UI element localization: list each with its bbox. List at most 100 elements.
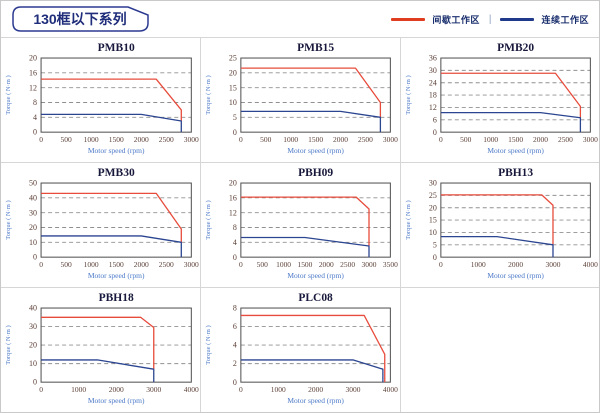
x-tick-label: 500 [460, 135, 471, 144]
y-tick-label: 0 [33, 253, 37, 262]
x-tick-label: 3000 [146, 386, 161, 395]
chart-cell-pbh09: PBH09 0 4 8 12 16 20 0 500 1000 1500 2000 2500 3000 35… [200, 162, 400, 288]
chart-pmb15: PMB15 0 5 10 15 20 25 0 500 1000 1500 2000 2500 3000 T… [205, 42, 398, 155]
page-title: 130框以下系列 [33, 11, 126, 27]
legend-continuous-label: 连续工作区 [541, 14, 589, 25]
chart-title: PMB30 [98, 167, 135, 179]
y-axis-label: Torque ( N·m ) [205, 75, 212, 114]
x-tick-label: 2000 [533, 135, 548, 144]
x-tick-label: 1500 [109, 260, 124, 269]
y-tick-label: 0 [433, 253, 437, 262]
y-tick-label: 30 [429, 66, 437, 75]
y-tick-label: 2 [233, 360, 237, 369]
y-tick-label: 24 [429, 78, 437, 87]
axis-box [240, 57, 392, 133]
series-continuous [41, 235, 182, 258]
x-axis-label: Motor speed (rpm) [288, 271, 345, 280]
legend: 间歇工作区 | 连续工作区 [391, 13, 589, 26]
x-tick-label: 3000 [362, 260, 377, 269]
x-tick-label: 500 [261, 135, 272, 144]
y-tick-label: 18 [429, 91, 437, 100]
x-tick-label: 4000 [383, 386, 398, 395]
x-tick-label: 1500 [109, 135, 124, 144]
chart-cell-pbh18: PBH18 0 10 20 30 40 0 1000 2000 3000 4000 Torque ( … [1, 287, 201, 412]
x-tick-label: 500 [257, 260, 268, 269]
x-tick-label: 3000 [583, 135, 598, 144]
chart-pbh18: PBH18 0 10 20 30 40 0 1000 2000 3000 4000 Torque ( … [5, 292, 199, 405]
y-axis-label: Torque ( N·m ) [205, 201, 212, 240]
y-tick-label: 6 [233, 323, 237, 332]
chart-cell-pmb10: PMB10 0 4 8 12 16 20 0 500 1000 1500 2000 2500 3000 To… [1, 37, 201, 162]
y-tick-label: 20 [29, 223, 37, 232]
y-tick-label: 20 [29, 341, 37, 350]
chart-title: PBH18 [99, 292, 134, 304]
chart-plc08: PLC08 0 2 4 6 8 0 1000 2000 3000 4000 Torque ( N·m … [205, 292, 398, 405]
y-tick-label: 12 [429, 103, 437, 112]
x-tick-label: 4000 [583, 260, 598, 269]
y-tick-label: 30 [29, 208, 37, 217]
y-tick-label: 4 [33, 113, 37, 122]
x-tick-label: 1000 [276, 260, 291, 269]
x-axis-label: Motor speed (rpm) [88, 146, 145, 155]
x-tick-label: 1000 [483, 135, 498, 144]
y-axis-label: Torque ( N·m ) [5, 201, 12, 240]
y-tick-label: 36 [429, 54, 437, 63]
y-tick-label: 0 [433, 128, 437, 137]
x-tick-label: 0 [39, 135, 43, 144]
chart-pbh13: PBH13 0 5 10 15 20 25 30 0 1000 2000 3000 4000 Torque… [405, 167, 598, 280]
x-tick-label: 1500 [508, 135, 523, 144]
empty-cell [399, 287, 599, 412]
series-continuous [41, 113, 182, 133]
y-axis-label: Torque ( N·m ) [5, 326, 12, 365]
series-continuous [241, 359, 384, 383]
y-tick-label: 50 [29, 179, 37, 188]
axis-box [240, 182, 392, 258]
series-intermittent [440, 194, 554, 246]
x-tick-label: 2000 [134, 135, 149, 144]
y-axis-label: Torque ( N·m ) [5, 75, 12, 114]
series-continuous [241, 237, 370, 258]
axis-box [440, 182, 591, 258]
x-tick-label: 2500 [159, 260, 174, 269]
x-tick-label: 2500 [358, 135, 373, 144]
x-tick-label: 1000 [84, 135, 99, 144]
chart-title: PBH09 [298, 167, 333, 179]
y-tick-label: 0 [33, 128, 37, 137]
x-tick-label: 1500 [298, 260, 313, 269]
x-tick-label: 3000 [383, 135, 398, 144]
y-tick-label: 10 [229, 98, 237, 107]
x-tick-label: 2500 [159, 135, 174, 144]
x-axis-label: Motor speed (rpm) [88, 271, 145, 280]
series-intermittent [241, 196, 370, 247]
y-tick-label: 5 [433, 241, 437, 250]
y-tick-label: 25 [229, 54, 237, 63]
chart-title: PMB15 [297, 42, 334, 54]
y-tick-label: 0 [33, 378, 37, 387]
series-continuous [440, 111, 581, 133]
y-tick-label: 20 [229, 68, 237, 77]
series-continuous [241, 110, 382, 133]
series-intermittent [241, 315, 386, 383]
chart-cell-pmb30: PMB30 0 10 20 30 40 50 0 500 1000 1500 2000 2500 3000… [1, 162, 201, 287]
y-tick-label: 20 [29, 54, 37, 63]
x-tick-label: 500 [60, 260, 72, 269]
x-tick-label: 2000 [109, 386, 124, 395]
chart-pmb10: PMB10 0 4 8 12 16 20 0 500 1000 1500 2000 2500 3000 To… [5, 42, 199, 155]
x-tick-label: 2500 [558, 135, 573, 144]
y-tick-label: 10 [29, 360, 37, 369]
legend-intermittent-line-icon [391, 17, 426, 21]
series-continuous [41, 359, 155, 383]
y-tick-label: 15 [429, 216, 437, 225]
x-tick-label: 2000 [319, 260, 334, 269]
legend-separator: | [488, 13, 492, 25]
y-tick-label: 25 [429, 191, 437, 200]
x-axis-label: Motor speed (rpm) [288, 146, 345, 155]
series-continuous [440, 236, 554, 258]
y-tick-label: 4 [233, 238, 237, 247]
x-tick-label: 1000 [284, 135, 299, 144]
axis-box [240, 307, 392, 384]
x-tick-label: 0 [439, 135, 443, 144]
chart-cell-pmb15: PMB15 0 5 10 15 20 25 0 500 1000 1500 2000 2500 3000 T… [200, 37, 400, 163]
y-tick-label: 0 [233, 253, 237, 262]
